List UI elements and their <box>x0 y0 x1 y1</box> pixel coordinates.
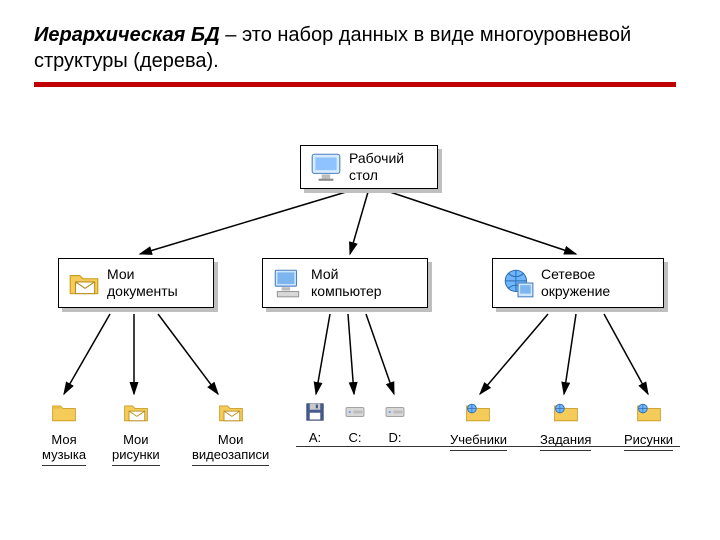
tree-node-comp: Мойкомпьютер <box>262 258 428 308</box>
tree-edge <box>480 314 548 394</box>
folder-mail-icon <box>67 266 101 300</box>
tree-leaf: Моямузыка <box>42 398 86 466</box>
tree-node-label: Сетевоеокружение <box>541 266 610 300</box>
tree-edge <box>564 314 576 394</box>
desktop-icon <box>309 150 343 184</box>
tree-leaf-label: Учебники <box>450 432 507 451</box>
tree-edge <box>604 314 648 394</box>
tree-node-net: Сетевоеокружение <box>492 258 664 308</box>
computer-icon <box>271 266 305 300</box>
tree-leaf-label: D: <box>389 430 402 445</box>
tree-leaf-label: Рисунки <box>624 432 673 451</box>
tree-node-root: Рабочийстол <box>300 145 438 189</box>
tree-edge <box>390 192 576 254</box>
tree-leaf: C: <box>342 400 368 445</box>
tree-node-label: Рабочийстол <box>349 150 404 184</box>
tree-leaf-label: Задания <box>540 432 591 451</box>
net-folder-icon <box>634 398 664 426</box>
tree-node-label: Моидокументы <box>107 266 178 300</box>
globe-icon <box>501 266 535 300</box>
hdd-icon <box>342 400 368 424</box>
tree-leaf: D: <box>382 400 408 445</box>
tree-node-label: Мойкомпьютер <box>311 266 382 300</box>
tree-leaf-label: Моямузыка <box>42 432 86 466</box>
leaf-baseline <box>296 446 680 447</box>
tree-leaf-label: Моивидеозаписи <box>192 432 269 466</box>
tree-leaf: Рисунки <box>624 398 673 451</box>
tree-edge <box>158 314 218 394</box>
folder-mail-icon <box>216 398 246 426</box>
floppy-icon <box>302 400 328 424</box>
tree-edge <box>366 314 394 394</box>
slide-container: Иерархическая БД – это набор данных в ви… <box>0 0 720 540</box>
tree-leaf-label: A: <box>309 430 321 445</box>
tree-edge <box>348 314 354 394</box>
tree-leaf: Задания <box>540 398 591 451</box>
tree-leaf: Учебники <box>450 398 507 451</box>
tree-edge <box>64 314 110 394</box>
tree-leaf: Моирисунки <box>112 398 160 466</box>
tree-node-docs: Моидокументы <box>58 258 214 308</box>
tree-leaf: A: <box>302 400 328 445</box>
hdd-icon <box>382 400 408 424</box>
tree-leaf: Моивидеозаписи <box>192 398 269 466</box>
tree-edge <box>316 314 330 394</box>
folder-icon <box>49 398 79 426</box>
folder-mail-icon <box>121 398 151 426</box>
net-folder-icon <box>551 398 581 426</box>
tree-leaf-label: C: <box>349 430 362 445</box>
tree-edge <box>350 192 368 254</box>
tree-leaf-label: Моирисунки <box>112 432 160 466</box>
net-folder-icon <box>463 398 493 426</box>
tree-edge <box>140 192 346 254</box>
